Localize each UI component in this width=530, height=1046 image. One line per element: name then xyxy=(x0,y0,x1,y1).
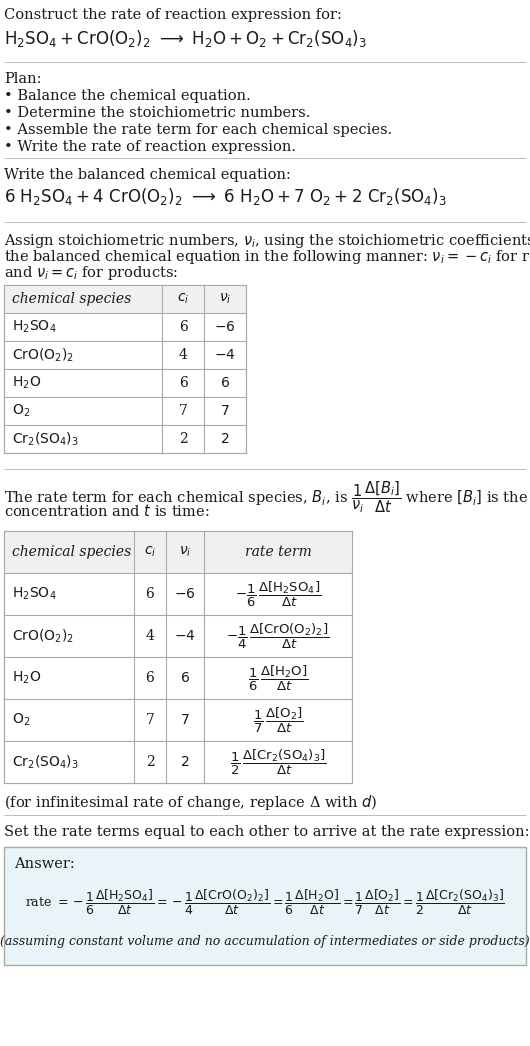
Text: rate term: rate term xyxy=(245,545,312,559)
Text: $\mathrm{H_2SO_4}$: $\mathrm{H_2SO_4}$ xyxy=(12,586,57,602)
Bar xyxy=(4,531,352,573)
Text: the balanced chemical equation in the following manner: $\nu_i = -c_i$ for react: the balanced chemical equation in the fo… xyxy=(4,248,530,266)
Text: $\mathrm{H_2O}$: $\mathrm{H_2O}$ xyxy=(12,374,41,391)
Text: $\mathrm{6\ H_2SO_4 + 4\ CrO(O_2)_2\ \longrightarrow\ 6\ H_2O + 7\ O_2 + 2\ Cr_2: $\mathrm{6\ H_2SO_4 + 4\ CrO(O_2)_2\ \lo… xyxy=(4,186,447,207)
Text: 2: 2 xyxy=(179,432,188,446)
Text: • Write the rate of reaction expression.: • Write the rate of reaction expression. xyxy=(4,140,296,154)
Text: (for infinitesimal rate of change, replace Δ with $d$): (for infinitesimal rate of change, repla… xyxy=(4,793,377,812)
Text: $6$: $6$ xyxy=(180,670,190,685)
Text: Assign stoichiometric numbers, $\nu_i$, using the stoichiometric coefficients, $: Assign stoichiometric numbers, $\nu_i$, … xyxy=(4,232,530,250)
Text: $\mathrm{H_2O}$: $\mathrm{H_2O}$ xyxy=(12,669,41,686)
Text: Construct the rate of reaction expression for:: Construct the rate of reaction expressio… xyxy=(4,8,342,22)
Text: Write the balanced chemical equation:: Write the balanced chemical equation: xyxy=(4,168,291,182)
Text: $6$: $6$ xyxy=(220,376,230,390)
Text: $7$: $7$ xyxy=(220,404,230,418)
Bar xyxy=(4,285,246,453)
Text: $\mathrm{H_2SO_4 + CrO(O_2)_2\ \longrightarrow\ H_2O + O_2 + Cr_2(SO_4)_3}$: $\mathrm{H_2SO_4 + CrO(O_2)_2\ \longrigh… xyxy=(4,28,367,49)
Bar xyxy=(4,531,352,783)
Text: • Determine the stoichiometric numbers.: • Determine the stoichiometric numbers. xyxy=(4,106,311,120)
Text: $\dfrac{1}{2}\,\dfrac{\Delta[\mathrm{Cr_2(SO_4)_3}]}{\Delta t}$: $\dfrac{1}{2}\,\dfrac{\Delta[\mathrm{Cr_… xyxy=(229,748,326,776)
Bar xyxy=(4,285,246,313)
Text: Set the rate terms equal to each other to arrive at the rate expression:: Set the rate terms equal to each other t… xyxy=(4,825,529,839)
Text: $\mathrm{O_2}$: $\mathrm{O_2}$ xyxy=(12,403,30,419)
Text: • Assemble the rate term for each chemical species.: • Assemble the rate term for each chemic… xyxy=(4,123,392,137)
Text: 4: 4 xyxy=(146,629,154,643)
Text: $\mathrm{CrO(O_2)_2}$: $\mathrm{CrO(O_2)_2}$ xyxy=(12,628,74,644)
Text: $\dfrac{1}{6}\,\dfrac{\Delta[\mathrm{H_2O}]}{\Delta t}$: $\dfrac{1}{6}\,\dfrac{\Delta[\mathrm{H_2… xyxy=(248,663,308,692)
Text: $\mathrm{CrO(O_2)_2}$: $\mathrm{CrO(O_2)_2}$ xyxy=(12,346,74,364)
Text: $\mathrm{Cr_2(SO_4)_3}$: $\mathrm{Cr_2(SO_4)_3}$ xyxy=(12,753,79,771)
Text: 6: 6 xyxy=(179,376,188,390)
Text: chemical species: chemical species xyxy=(12,545,131,559)
Text: The rate term for each chemical species, $B_i$, is $\dfrac{1}{\nu_i}\dfrac{\Delt: The rate term for each chemical species,… xyxy=(4,479,530,515)
Text: and $\nu_i = c_i$ for products:: and $\nu_i = c_i$ for products: xyxy=(4,264,178,282)
Text: $c_i$: $c_i$ xyxy=(144,545,156,560)
Text: chemical species: chemical species xyxy=(12,292,131,306)
Text: rate $= -\dfrac{1}{6}\dfrac{\Delta[\mathrm{H_2SO_4}]}{\Delta t}= -\dfrac{1}{4}\d: rate $= -\dfrac{1}{6}\dfrac{\Delta[\math… xyxy=(25,887,505,916)
Text: 6: 6 xyxy=(146,587,154,601)
Text: $\mathrm{O_2}$: $\mathrm{O_2}$ xyxy=(12,711,30,728)
Text: $\mathrm{H_2SO_4}$: $\mathrm{H_2SO_4}$ xyxy=(12,319,57,335)
Text: $-6$: $-6$ xyxy=(174,587,196,601)
Text: $c_i$: $c_i$ xyxy=(177,292,189,306)
Bar xyxy=(4,847,526,965)
Text: $2$: $2$ xyxy=(180,755,190,769)
Text: $-\dfrac{1}{6}\,\dfrac{\Delta[\mathrm{H_2SO_4}]}{\Delta t}$: $-\dfrac{1}{6}\,\dfrac{\Delta[\mathrm{H_… xyxy=(235,579,321,609)
Text: $\nu_i$: $\nu_i$ xyxy=(219,292,231,306)
Text: $7$: $7$ xyxy=(180,713,190,727)
Text: Plan:: Plan: xyxy=(4,72,41,86)
Text: 6: 6 xyxy=(179,320,188,334)
Text: • Balance the chemical equation.: • Balance the chemical equation. xyxy=(4,89,251,103)
Text: 2: 2 xyxy=(146,755,154,769)
Text: (assuming constant volume and no accumulation of intermediates or side products): (assuming constant volume and no accumul… xyxy=(0,935,530,948)
Text: 6: 6 xyxy=(146,670,154,685)
Text: $-4$: $-4$ xyxy=(174,629,196,643)
Text: $\dfrac{1}{7}\,\dfrac{\Delta[\mathrm{O_2}]}{\Delta t}$: $\dfrac{1}{7}\,\dfrac{\Delta[\mathrm{O_2… xyxy=(253,705,303,734)
Text: concentration and $t$ is time:: concentration and $t$ is time: xyxy=(4,503,209,519)
Text: $\mathrm{Cr_2(SO_4)_3}$: $\mathrm{Cr_2(SO_4)_3}$ xyxy=(12,430,79,448)
Text: 7: 7 xyxy=(179,404,188,418)
Text: $2$: $2$ xyxy=(220,432,229,446)
Text: $-\dfrac{1}{4}\,\dfrac{\Delta[\mathrm{CrO(O_2)_2}]}{\Delta t}$: $-\dfrac{1}{4}\,\dfrac{\Delta[\mathrm{Cr… xyxy=(226,621,330,651)
Text: 4: 4 xyxy=(179,348,188,362)
Text: $-4$: $-4$ xyxy=(214,348,236,362)
Text: Answer:: Answer: xyxy=(14,857,75,871)
Text: $\nu_i$: $\nu_i$ xyxy=(179,545,191,560)
Text: $-6$: $-6$ xyxy=(214,320,236,334)
Text: 7: 7 xyxy=(146,713,154,727)
